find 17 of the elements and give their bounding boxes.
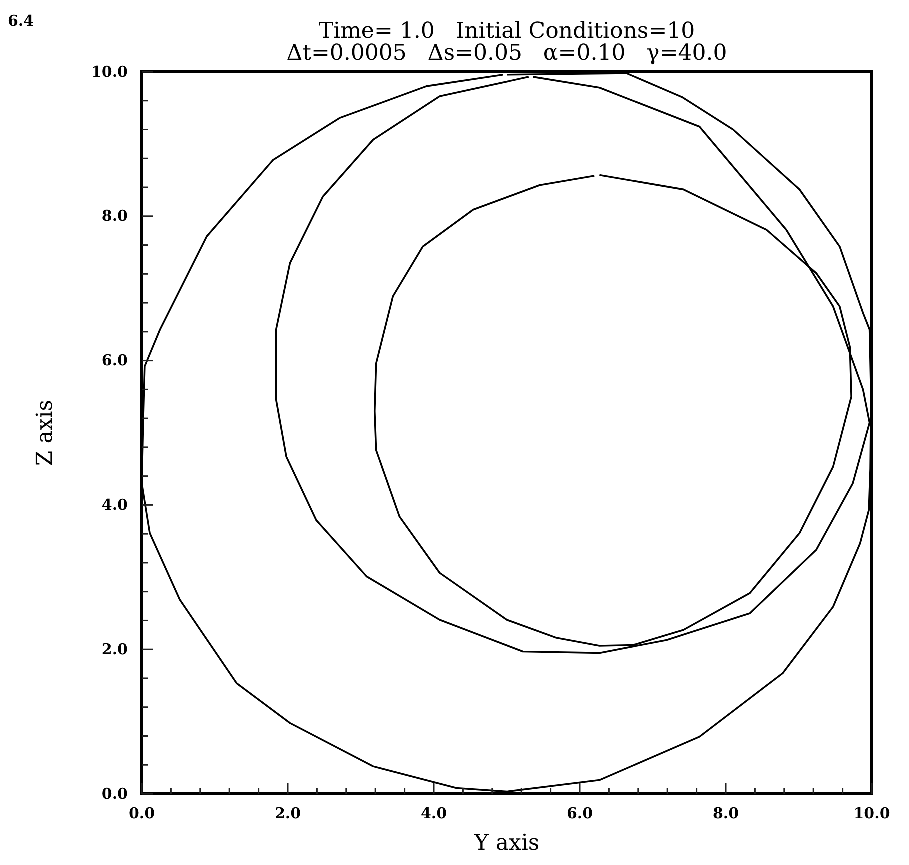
chart-subtitle: Δt=0.0005 Δs=0.05 α=0.10 γ=40.0 xyxy=(286,41,728,66)
text: 6.4 xyxy=(8,12,34,30)
y-tick-label: 4.0 xyxy=(102,496,128,514)
x-tick-label: 6.0 xyxy=(566,804,594,823)
x-tick-label: 10.0 xyxy=(854,804,890,823)
x-axis-title: Y axis xyxy=(473,831,540,856)
x-tick-label: 0.0 xyxy=(128,804,156,823)
x-tick-label: 2.0 xyxy=(274,804,302,823)
x-tick-label: 4.0 xyxy=(420,804,448,823)
y-axis-title: Z axis xyxy=(33,400,58,466)
y-tick-label: 6.0 xyxy=(102,352,128,370)
chart-title: Time= 1.0 Initial Conditions=10 xyxy=(318,19,696,44)
y-tick-label: 8.0 xyxy=(102,207,128,226)
y-tick-label: 10.0 xyxy=(91,62,128,81)
y-tick-label: 0.0 xyxy=(102,784,128,803)
y-tick-label: 2.0 xyxy=(102,640,128,658)
x-tick-label: 8.0 xyxy=(712,804,740,823)
